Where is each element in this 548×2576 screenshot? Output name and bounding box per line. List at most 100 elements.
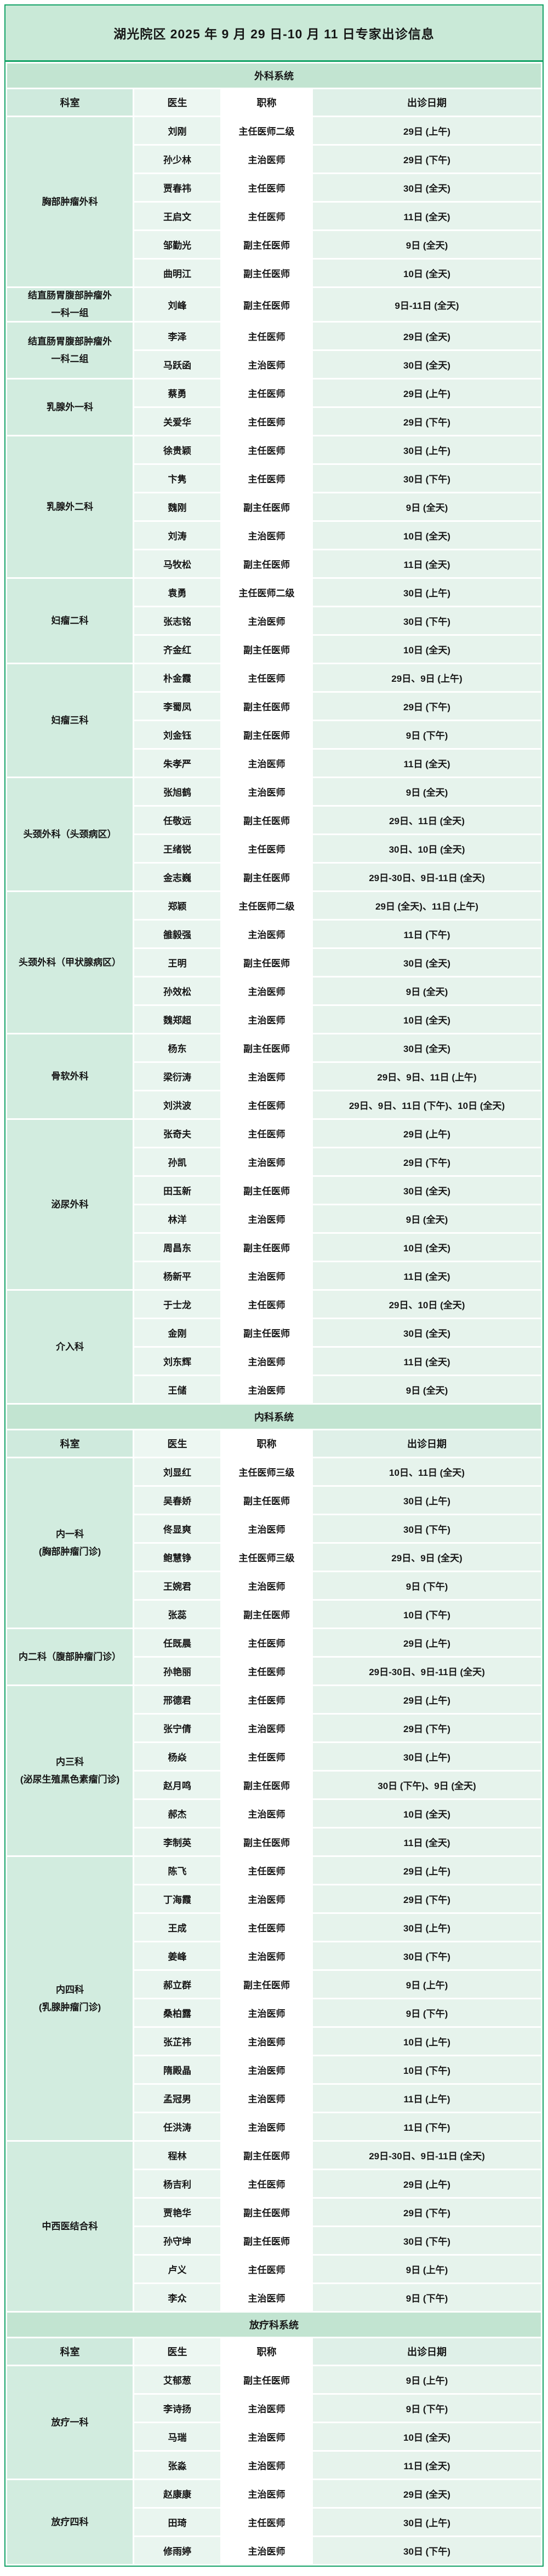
table-row: 孙效松 主治医师 9日 (全天)	[7, 978, 541, 1004]
table-row: 孙少林 主治医师 29日 (下午)	[7, 146, 541, 173]
department-name: 内三科	[56, 1756, 84, 1767]
table-row: 关爱华 主任医师 29日 (下午)	[7, 408, 541, 435]
column-header-row: 科室 医生 职称 出诊日期	[7, 1430, 541, 1457]
table-row: 田琦 主任医师 30日 (上午)	[7, 2509, 541, 2535]
department-cell: 骨软外科	[7, 1034, 133, 1118]
doctor-rank-cell: 主治医师	[222, 1262, 311, 1289]
visit-dates-cell: 11日 (下午)	[313, 921, 541, 947]
doctor-rank-cell: 主治医师	[222, 351, 311, 378]
department-name: 内四科	[56, 1984, 84, 1995]
doctor-rank-cell: 主任医师	[222, 1857, 311, 1884]
doctor-name-cell: 卞隽	[134, 465, 220, 492]
visit-dates-cell: 11日 (全天)	[313, 1829, 541, 1855]
doctor-rank-cell: 主治医师	[222, 1376, 311, 1403]
table-row: 桑柏露 主治医师 9日 (下午)	[7, 1999, 541, 2026]
visit-dates-cell: 29日 (下午)	[313, 693, 541, 720]
doctor-rank-cell: 主任医师	[222, 380, 311, 406]
doctor-rank-cell: 主任医师三级	[222, 1544, 311, 1571]
doctor-name-cell: 孙艳丽	[134, 1658, 220, 1684]
doctor-rank-cell: 主治医师	[222, 750, 311, 777]
doctor-name-cell: 刘峰	[134, 288, 220, 321]
doctor-rank-cell: 主任医师	[222, 1914, 311, 1941]
visit-dates-cell: 29日 (上午)	[313, 1686, 541, 1713]
doctor-rank-cell: 主治医师	[222, 2028, 311, 2055]
table-row: 孙凯 主治医师 29日 (下午)	[7, 1148, 541, 1175]
doctor-rank-cell: 主治医师	[222, 921, 311, 947]
doctor-name-cell: 陈飞	[134, 1857, 220, 1884]
doctor-name-cell: 王婉君	[134, 1572, 220, 1599]
visit-dates-cell: 29日 (下午)	[313, 1148, 541, 1175]
visit-dates-cell: 29日 (上午)	[313, 1629, 541, 1656]
table-row: 杨焱 主任医师 30日 (上午)	[7, 1743, 541, 1770]
doctor-name-cell: 杨东	[134, 1034, 220, 1061]
table-row: 周昌东 副主任医师 10日 (全天)	[7, 1234, 541, 1261]
doctor-rank-cell: 主治医师	[222, 778, 311, 805]
column-header-doctor: 医生	[134, 2338, 220, 2365]
table-row: 王绪锐 主任医师 30日、10日 (全天)	[7, 835, 541, 862]
table-row: 李制英 副主任医师 11日 (全天)	[7, 1829, 541, 1855]
column-header-rank: 职称	[222, 89, 311, 116]
table-row: 李众 主治医师 9日 (下午)	[7, 2284, 541, 2311]
department-name: 乳腺外一科	[47, 401, 93, 412]
visit-dates-cell: 9日 (全天)	[313, 978, 541, 1004]
doctor-rank-cell: 主治医师	[222, 2284, 311, 2311]
visit-dates-cell: 10日 (全天)	[313, 522, 541, 549]
visit-dates-cell: 29日 (上午)	[313, 1120, 541, 1147]
doctor-rank-cell: 主任医师	[222, 1743, 311, 1770]
table-row: 林洋 主治医师 9日 (全天)	[7, 1205, 541, 1232]
doctor-rank-cell: 副主任医师	[222, 864, 311, 890]
doctor-name-cell: 关爱华	[134, 408, 220, 435]
doctor-rank-cell: 副主任医师	[222, 1177, 311, 1204]
department-subname: (胸部肿瘤门诊)	[38, 1546, 101, 1557]
table-row: 田玉新 副主任医师 30日 (全天)	[7, 1177, 541, 1204]
doctor-name-cell: 赵康康	[134, 2480, 220, 2507]
doctor-rank-cell: 副主任医师	[222, 231, 311, 258]
visit-dates-cell: 29日 (下午)	[313, 2199, 541, 2226]
visit-dates-cell: 29日、10日 (全天)	[313, 1291, 541, 1318]
visit-dates-cell: 11日 (全天)	[313, 550, 541, 577]
visit-dates-cell: 29日 (上午)	[313, 1857, 541, 1884]
doctor-name-cell: 朴金霞	[134, 664, 220, 691]
visit-dates-cell: 30日 (下午)、9日 (全天)	[313, 1772, 541, 1798]
doctor-rank-cell: 主治医师	[222, 2452, 311, 2479]
table-row: 内一科 (胸部肿瘤门诊) 刘显红 主任医师三级 10日、11日 (全天)	[7, 1458, 541, 1628]
doctor-rank-cell: 副主任医师	[222, 1234, 311, 1261]
doctor-rank-cell: 副主任医师	[222, 1829, 311, 1855]
doctor-rank-cell: 主治医师	[222, 2056, 311, 2083]
doctor-name-cell: 魏刚	[134, 493, 220, 520]
department-cell: 泌尿外科	[7, 1120, 133, 1289]
table-row: 刘金钰 副主任医师 9日 (下午)	[7, 721, 541, 748]
doctor-name-cell: 邹勤光	[134, 231, 220, 258]
visit-dates-cell: 29日、11日 (全天)	[313, 807, 541, 833]
department-cell: 乳腺外二科	[7, 436, 133, 577]
visit-dates-cell: 29日 (下午)	[313, 1715, 541, 1741]
doctor-name-cell: 王储	[134, 1376, 220, 1403]
visit-dates-cell: 11日 (全天)	[313, 1262, 541, 1289]
doctor-name-cell: 李众	[134, 2284, 220, 2311]
doctor-name-cell: 田玉新	[134, 1177, 220, 1204]
department-cell: 妇瘤三科	[7, 664, 133, 777]
visit-dates-cell: 30日 (上午)	[313, 1914, 541, 1941]
visit-dates-cell: 30日 (上午)	[313, 1487, 541, 1514]
table-row: 曲明江 副主任医师 10日 (全天)	[7, 260, 541, 286]
table-row: 隋殿晶 主治医师 10日 (下午)	[7, 2056, 541, 2083]
doctor-name-cell: 贾春祎	[134, 174, 220, 201]
visit-dates-cell: 29日 (全天)	[313, 2480, 541, 2507]
visit-dates-cell: 9日 (全天)	[313, 1205, 541, 1232]
table-row: 赵月鸣 副主任医师 30日 (下午)、9日 (全天)	[7, 1772, 541, 1798]
visit-dates-cell: 10日 (全天)	[313, 2423, 541, 2450]
table-row: 王启文 主任医师 11日 (全天)	[7, 203, 541, 229]
doctor-rank-cell: 副主任医师	[222, 1487, 311, 1514]
doctor-rank-cell: 主任医师	[222, 1091, 311, 1118]
table-row: 内四科 (乳腺肿瘤门诊) 陈飞 主任医师 29日 (上午)	[7, 1857, 541, 2140]
table-row: 王明 副主任医师 30日 (全天)	[7, 949, 541, 976]
column-header-department: 科室	[7, 1430, 133, 1457]
doctor-rank-cell: 副主任医师	[222, 550, 311, 577]
doctor-name-cell: 吴春娇	[134, 1487, 220, 1514]
doctor-rank-cell: 副主任医师	[222, 2199, 311, 2226]
department-cell: 内一科 (胸部肿瘤门诊)	[7, 1458, 133, 1628]
column-header-row: 科室 医生 职称 出诊日期	[7, 89, 541, 116]
doctor-name-cell: 齐金红	[134, 636, 220, 663]
doctor-rank-cell: 主治医师	[222, 1515, 311, 1542]
doctor-rank-cell: 主任医师	[222, 436, 311, 463]
